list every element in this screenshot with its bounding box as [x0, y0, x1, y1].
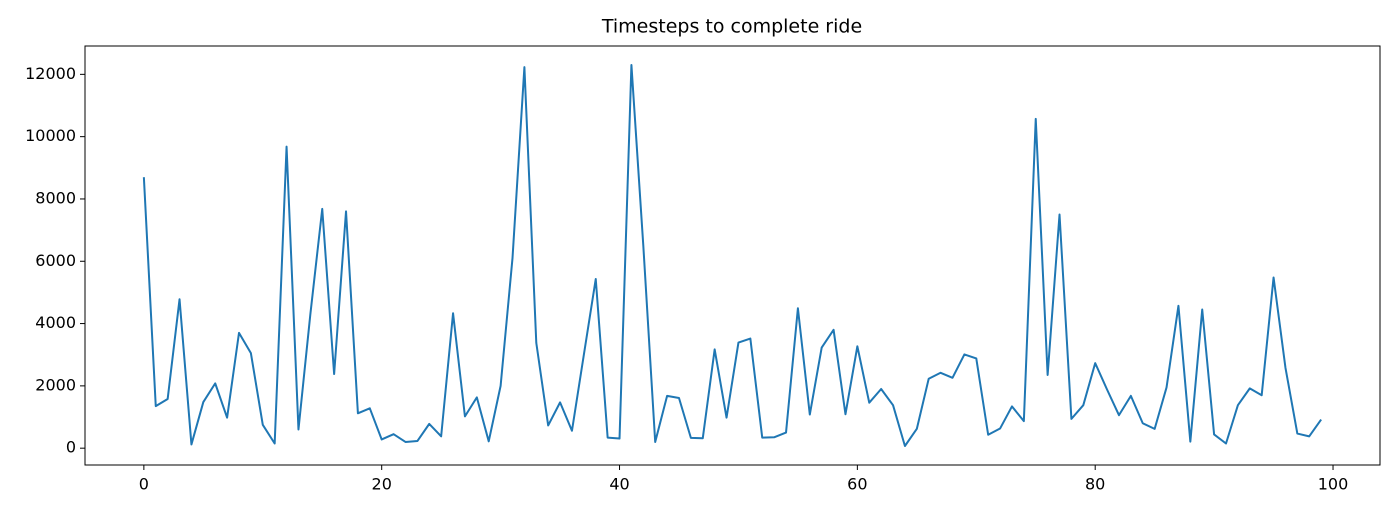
y-tick-label: 10000: [25, 126, 76, 145]
plot-frame: [84, 45, 1381, 466]
x-tick-label: 60: [847, 475, 867, 494]
x-tick-label: 0: [139, 475, 149, 494]
x-tick-label: 80: [1085, 475, 1105, 494]
y-tick-label: 4000: [35, 313, 76, 332]
y-tick-label: 2000: [35, 375, 76, 394]
y-tick-label: 12000: [25, 64, 76, 83]
chart-title: Timesteps to complete ride: [601, 16, 862, 38]
line: [142, 64, 1322, 447]
x-tick-label: 40: [609, 475, 629, 494]
x-tick-label: 100: [1318, 475, 1349, 494]
y-tick-label: 6000: [35, 251, 76, 270]
y-tick-label: 0: [66, 438, 76, 457]
x-tick-label: 20: [372, 475, 392, 494]
y-tick-label: 8000: [35, 188, 76, 207]
